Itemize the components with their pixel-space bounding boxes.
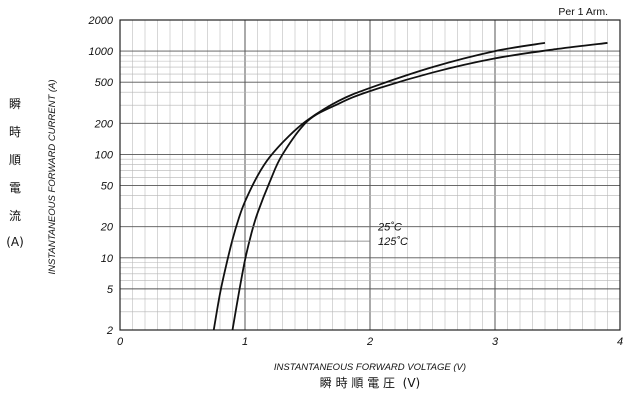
x-tick-label: 0 bbox=[117, 336, 124, 348]
x-tick-label: 3 bbox=[492, 336, 499, 348]
x-tick-label: 4 bbox=[617, 336, 623, 348]
series-line-1 bbox=[231, 42, 608, 331]
series-group bbox=[212, 42, 608, 331]
x-tick-label: 2 bbox=[366, 336, 373, 348]
y-axis-label-japanese-char-2: 順 bbox=[8, 153, 21, 167]
y-axis-label-japanese-char-1: 時 bbox=[8, 125, 21, 139]
y-tick-label: 500 bbox=[95, 77, 114, 89]
y-tick-label: 2000 bbox=[88, 15, 114, 27]
y-tick-label: 20 bbox=[100, 222, 114, 234]
series-line-0 bbox=[212, 42, 546, 331]
y-axis-label-japanese-char-5: (A) bbox=[6, 235, 24, 249]
grid bbox=[119, 19, 621, 331]
plot-frame bbox=[119, 19, 621, 331]
y-axis-label-japanese-char-0: 瞬 bbox=[8, 97, 21, 111]
y-tick-label: 100 bbox=[95, 149, 114, 161]
x-tick-label: 1 bbox=[242, 336, 248, 348]
y-tick-label: 10 bbox=[101, 253, 114, 265]
y-tick-label: 5 bbox=[107, 284, 114, 296]
plot-border bbox=[119, 19, 621, 331]
y-axis-label-japanese-char-4: 流 bbox=[8, 209, 21, 223]
note-label: Per 1 Arm. bbox=[558, 6, 608, 18]
y-tick-label: 50 bbox=[101, 181, 114, 193]
y-tick-label: 200 bbox=[94, 118, 114, 130]
annotations: 25˚C 125˚C bbox=[232, 222, 408, 248]
x-axis-label-japanese: 瞬 時 順 電 圧 (V) bbox=[320, 376, 420, 390]
y-tick-label: 2 bbox=[106, 325, 113, 337]
y-axis-label: INSTANTANEOUS FORWARD CURRENT (A) bbox=[47, 79, 58, 274]
y-axis-label-japanese-char-3: 電 bbox=[8, 181, 21, 195]
x-axis-label: INSTANTANEOUS FORWARD VOLTAGE (V) bbox=[274, 362, 466, 373]
tick-labels: 0 1 2 3 4 2 5 10 20 50 100 200 500 1000 2000 bbox=[88, 15, 623, 348]
annotation-label: 125˚C bbox=[378, 236, 408, 248]
y-tick-label: 1000 bbox=[89, 46, 114, 58]
annotation-label: 25˚C bbox=[377, 222, 402, 234]
